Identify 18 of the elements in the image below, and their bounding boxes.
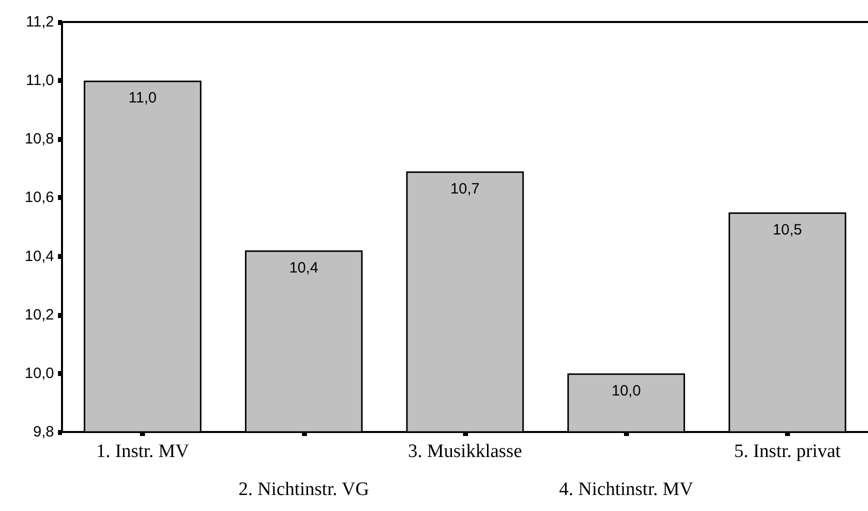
data-label: 11,0	[128, 90, 157, 107]
x-tick-label: 5. Instr. privat	[734, 441, 842, 462]
x-tick-label: 1. Instr. MV	[96, 441, 190, 462]
y-tick-label: 10,6	[24, 189, 54, 206]
y-tick-label: 11,2	[26, 14, 54, 30]
x-tick-label: 2. Nichtinstr. VG	[238, 479, 370, 500]
data-label: 10,7	[450, 180, 480, 198]
x-tick-label: 3. Musikklasse	[408, 441, 522, 462]
y-tick-label: 10,4	[24, 248, 54, 265]
y-tick-label: 10,0	[24, 364, 54, 382]
y-tick-label: 9,8	[33, 424, 54, 440]
x-tick-label: 4. Nichtinstr. MV	[559, 479, 694, 500]
y-tick-label: 10,8	[24, 130, 54, 148]
data-label: 10,4	[289, 259, 318, 276]
data-label: 10,0	[612, 382, 641, 400]
data-label: 10,5	[772, 221, 802, 238]
y-tick-label: 10,2	[24, 306, 54, 324]
y-tick-label: 11,0	[26, 72, 54, 90]
